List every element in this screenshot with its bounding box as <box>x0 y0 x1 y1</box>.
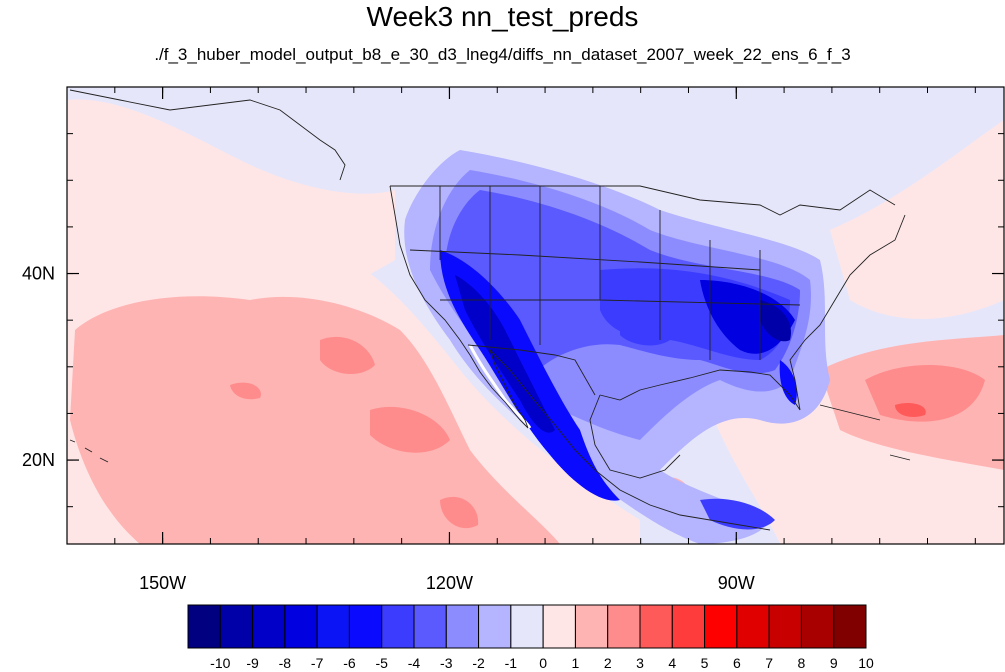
colorbar-swatch <box>348 604 383 649</box>
colorbar-label: 8 <box>798 655 806 671</box>
colorbar-label: -5 <box>375 655 388 671</box>
colorbar-swatch <box>574 604 609 649</box>
colorbar-swatch <box>704 604 738 649</box>
colorbar-label: 5 <box>701 655 709 671</box>
colorbar-label: 0 <box>539 655 547 671</box>
colorbar-label: -2 <box>472 655 485 671</box>
red-regions <box>230 336 985 529</box>
lat-tick-label: 40N <box>22 264 55 284</box>
coastlines-and-borders <box>69 89 911 531</box>
colorbar-swatch <box>768 604 802 649</box>
colorbar-label: -3 <box>440 655 453 671</box>
colorbar-swatch <box>381 604 415 649</box>
map-title: Week3 nn_test_preds <box>366 1 639 32</box>
lon-tick-label: 120W <box>426 573 473 593</box>
colorbar-swatch <box>736 604 770 649</box>
lat-tick-label: 20N <box>22 450 55 470</box>
map-subtitle: ./f_3_huber_model_output_b8_e_30_d3_lneg… <box>154 45 851 64</box>
colorbar-swatch <box>800 604 835 649</box>
colorbar-swatch <box>833 604 867 649</box>
plot-frame <box>66 86 1005 545</box>
colorbar-label: -8 <box>279 655 292 671</box>
colorbar-label: -7 <box>311 655 324 671</box>
colorbar-swatch <box>413 604 447 649</box>
strong-red-core <box>895 403 926 417</box>
colorbar-label: 4 <box>668 655 676 671</box>
lon-tick-label: 90W <box>718 573 755 593</box>
colorbar-label: 2 <box>604 655 612 671</box>
colorbar-swatch <box>316 604 350 649</box>
colorbar-swatch <box>510 604 544 649</box>
colorbar-swatch <box>187 604 221 649</box>
axis-ticks: 150W 120W 90W 40N 20N <box>22 86 1004 593</box>
colorbar-swatch <box>478 604 512 649</box>
colorbar-label: 9 <box>830 655 838 671</box>
colorbar-swatch <box>542 604 576 649</box>
colorbar-label: 1 <box>572 655 580 671</box>
baja-coast-highlight <box>468 344 532 429</box>
lon-tick-label: 150W <box>139 573 186 593</box>
colorbar-label: -9 <box>246 655 259 671</box>
colorbar-swatch <box>284 604 318 649</box>
colorbar-label: 6 <box>733 655 741 671</box>
blue-regions <box>404 150 830 544</box>
colorbar-label: -6 <box>343 655 356 671</box>
colorbar: -10 -9 -8 -7 -6 -5 -4 -3 -2 -1 0 1 2 3 4 5 6 7 8 9 10 <box>187 604 874 671</box>
colorbar-label: 7 <box>765 655 773 671</box>
colorbar-swatch <box>445 604 480 649</box>
colorbar-swatch <box>639 604 673 649</box>
colorbar-label: -4 <box>408 655 421 671</box>
colorbar-swatch <box>607 604 641 649</box>
colorbar-swatch <box>219 604 254 649</box>
colorbar-label: -10 <box>210 655 230 671</box>
colorbar-label: 3 <box>636 655 644 671</box>
colorbar-label: 10 <box>858 655 874 671</box>
colorbar-label: -1 <box>505 655 518 671</box>
anomaly-field <box>67 87 1004 544</box>
colorbar-swatch <box>671 604 706 649</box>
colorbar-swatch <box>252 604 286 649</box>
